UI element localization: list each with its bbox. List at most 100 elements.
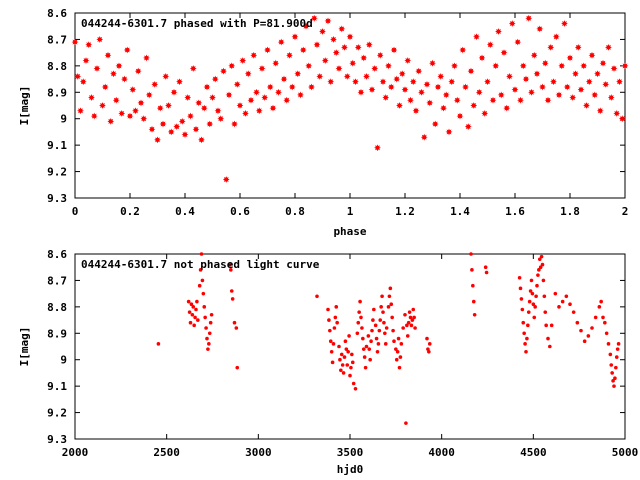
chart-title: 044244-6301.7 not phased light curve [81,258,320,271]
data-point [350,360,355,365]
data-point [231,120,238,128]
x-tick-label: 0.6 [230,205,250,218]
data-point [613,376,617,381]
data-point [348,373,352,378]
data-point [403,312,407,317]
data-point [547,43,555,51]
data-point [337,344,341,349]
data-point [396,102,403,109]
data-point [541,59,549,67]
data-point [528,289,533,293]
data-point [523,342,527,346]
data-point [360,54,368,62]
x-tick-label: 0.8 [285,205,305,218]
data-point [355,331,360,336]
data-point [456,112,464,120]
data-point [209,312,214,317]
data-point [232,320,237,325]
data-point [297,91,304,99]
data-point [426,99,434,107]
data-point [366,334,371,338]
data-point [462,83,469,91]
data-point [229,289,234,293]
data-point [611,379,615,383]
data-point [612,384,616,388]
data-point [557,305,561,309]
data-point [368,86,376,94]
data-point [364,344,369,349]
x-tick-label: 4500 [520,446,547,459]
data-point [522,75,530,83]
data-point [397,365,402,370]
data-point [145,91,153,99]
unphased-light-curve-panel: 2000 2500 3000 3500 4000 4500 5000 8.6 8.7 8.8 8.9… [18,248,638,476]
data-point [189,302,194,307]
data-point [525,14,533,22]
data-point [207,331,212,336]
x-tick-label: 0.4 [175,205,195,218]
data-point [427,349,431,354]
data-point [540,262,545,267]
data-point [326,307,330,312]
data-point [386,305,391,309]
data-point [233,80,241,88]
data-point [333,315,338,320]
data-point [269,104,277,112]
data-point [340,363,345,367]
data-point [596,107,604,115]
data-point [277,38,285,46]
data-point [209,94,216,101]
data-point [602,80,610,88]
data-point [352,78,359,86]
data-point [390,315,394,320]
data-point [286,51,293,59]
data-point [395,349,400,354]
data-point [533,70,541,78]
data-point [204,326,208,330]
data-point [390,46,398,54]
data-point [350,352,354,357]
data-point [519,297,524,301]
data-point [614,365,618,370]
data-point [327,318,331,322]
x-axis-label: hjd0 [337,463,364,476]
data-point [79,78,87,86]
data-point [434,83,442,91]
data-point [392,339,396,344]
data-point [132,107,139,115]
data-point [616,78,623,86]
data-point [609,363,614,367]
data-point [541,278,546,283]
data-point [369,339,373,344]
data-point [445,128,453,136]
data-point [593,315,598,320]
x-tick-label: 2000 [62,446,89,459]
data-point [236,102,244,109]
data-point [206,120,214,128]
data-point [582,339,587,344]
data-point [405,323,409,328]
data-point [192,125,200,133]
data-point [574,43,582,51]
data-point [387,294,392,299]
data-point [104,51,112,59]
data-point [404,57,412,64]
data-point [534,294,538,299]
data-point [530,51,538,59]
data-point [411,307,416,312]
data-point [203,315,207,320]
data-point [315,294,319,299]
x-tick-label: 1.2 [395,205,415,218]
data-point [591,91,599,99]
data-point [525,336,529,341]
data-point [385,62,392,70]
data-point [229,268,233,272]
data-point [71,38,79,46]
y-tick-label: 8.7 [47,33,67,46]
data-point [376,342,381,346]
data-point [165,102,172,109]
data-point [338,357,342,362]
data-point [359,315,363,320]
data-point [473,33,480,41]
